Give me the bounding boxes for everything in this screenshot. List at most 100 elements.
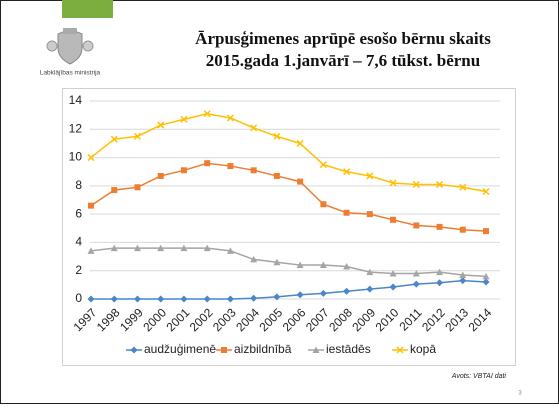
marker	[459, 183, 467, 191]
marker	[204, 160, 211, 167]
marker	[180, 244, 188, 252]
marker	[390, 216, 397, 223]
marker	[250, 294, 258, 302]
source: Avots: VBTAI dati	[451, 373, 507, 380]
marker	[226, 114, 234, 122]
marker	[297, 178, 304, 185]
marker	[389, 179, 397, 187]
marker	[436, 279, 444, 287]
chart-title: Ārpusģimenes aprūpē esošo bērnu skaits	[195, 29, 491, 48]
marker	[250, 124, 258, 132]
marker	[110, 295, 118, 303]
marker	[482, 272, 490, 280]
marker	[343, 262, 351, 270]
y-tick-label: 4	[75, 235, 82, 249]
legend-item: audžuģimenē	[126, 342, 216, 356]
marker	[366, 172, 374, 180]
marker	[273, 258, 281, 266]
marker	[133, 132, 142, 140]
marker	[273, 132, 281, 140]
marker	[226, 247, 234, 254]
marker	[319, 289, 327, 297]
marker	[319, 161, 327, 169]
series-line	[90, 162, 487, 232]
marker	[482, 278, 490, 286]
marker	[296, 139, 304, 147]
series-line	[90, 247, 487, 278]
marker	[366, 211, 373, 218]
y-tick-label: 8	[75, 178, 82, 192]
legend-item: kopā	[392, 342, 436, 356]
logo-text: Labklājības ministrija	[40, 70, 101, 77]
marker	[133, 295, 141, 303]
accent-bar	[62, 0, 113, 18]
marker	[296, 291, 304, 299]
marker	[157, 244, 165, 252]
marker	[412, 280, 420, 288]
chart-subtitle: 2015.gada 1.janvārī – 7,6 tūkst. bērnu	[206, 51, 480, 70]
y-tick-label: 14	[69, 93, 83, 107]
marker	[180, 167, 187, 174]
marker	[250, 255, 258, 263]
y-tick-label: 0	[75, 291, 82, 305]
marker	[250, 167, 257, 174]
legend-label: kopā	[410, 342, 436, 356]
marker	[435, 180, 444, 188]
marker	[203, 295, 211, 303]
marker	[157, 121, 165, 129]
marker	[133, 244, 141, 252]
marker	[366, 268, 374, 276]
marker	[88, 202, 94, 209]
marker	[130, 346, 138, 354]
marker	[312, 346, 320, 353]
marker	[110, 244, 118, 252]
legend-label: iestādēs	[326, 342, 371, 356]
marker	[87, 295, 95, 303]
marker	[343, 287, 351, 295]
marker	[343, 168, 351, 176]
marker	[227, 163, 234, 170]
marker	[436, 223, 443, 230]
marker	[483, 228, 489, 235]
chart-frame	[62, 88, 516, 366]
marker	[226, 295, 234, 303]
page-number: 3	[518, 391, 522, 397]
legend-item: aizbildnībā	[216, 342, 292, 356]
marker	[389, 270, 397, 277]
marker	[412, 270, 420, 277]
marker	[343, 209, 350, 216]
marker	[482, 187, 490, 196]
marker	[180, 115, 188, 123]
marker	[436, 268, 444, 276]
logo	[46, 28, 94, 65]
marker	[203, 244, 211, 252]
series-line	[91, 279, 487, 300]
marker	[273, 293, 281, 301]
marker	[396, 346, 404, 354]
marker	[296, 261, 304, 269]
marker	[459, 271, 467, 278]
marker	[87, 154, 95, 162]
marker	[111, 187, 118, 194]
marker	[87, 247, 95, 254]
legend-item: iestādēs	[308, 342, 371, 356]
marker	[389, 283, 397, 291]
y-tick-label: 12	[69, 121, 83, 135]
series-line	[90, 112, 487, 193]
marker	[459, 277, 467, 285]
marker	[157, 295, 165, 303]
marker	[203, 110, 211, 118]
marker	[319, 261, 327, 269]
marker	[320, 201, 327, 208]
marker	[110, 135, 118, 143]
marker	[412, 180, 420, 188]
legend-label: audžuģimenē	[144, 342, 216, 356]
y-tick-label: 6	[75, 206, 82, 220]
marker	[366, 285, 374, 293]
y-tick-label: 2	[75, 263, 82, 277]
marker	[134, 184, 141, 191]
marker	[180, 295, 188, 303]
legend-label: aizbildnībā	[234, 342, 292, 356]
